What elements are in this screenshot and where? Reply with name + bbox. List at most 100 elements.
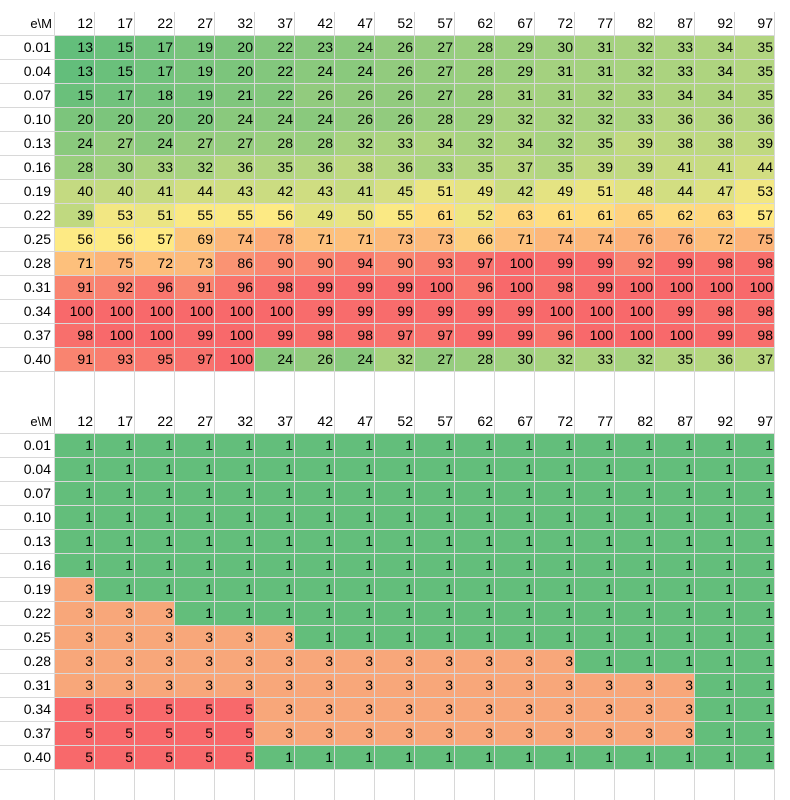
heatmap-cell: 1	[215, 506, 255, 530]
heatmap-cell: 90	[375, 252, 415, 276]
heatmap-cell: 27	[415, 36, 455, 60]
heatmap-cell: 51	[415, 180, 455, 204]
heatmap-cell: 97	[175, 348, 215, 372]
column-header: 97	[735, 12, 775, 36]
heatmap-cell: 3	[655, 698, 695, 722]
heatmap-cell: 75	[95, 252, 135, 276]
heatmap-cell: 40	[55, 180, 95, 204]
row-header: 0.01	[0, 36, 55, 60]
column-header: 22	[135, 12, 175, 36]
heatmap-cell: 69	[175, 228, 215, 252]
heatmap-cell: 100	[215, 300, 255, 324]
heatmap-cell: 1	[215, 482, 255, 506]
heatmap-cell: 33	[575, 348, 615, 372]
heatmap-cell: 76	[615, 228, 655, 252]
heatmap-cell: 75	[735, 228, 775, 252]
heatmap-cell: 3	[55, 650, 95, 674]
heatmap-cell: 1	[695, 674, 735, 698]
heatmap-cell: 55	[375, 204, 415, 228]
heatmap-cell: 3	[615, 722, 655, 746]
heatmap-cell: 1	[615, 434, 655, 458]
heatmap-cell: 27	[215, 132, 255, 156]
heatmap-cell: 1	[335, 530, 375, 554]
heatmap-cell: 3	[335, 650, 375, 674]
heatmap-cell: 3	[615, 674, 655, 698]
heatmap-cell: 100	[735, 276, 775, 300]
heatmap-cell: 5	[215, 746, 255, 770]
heatmap-cell: 1	[415, 554, 455, 578]
heatmap-cell: 3	[535, 698, 575, 722]
heatmap-cell: 1	[455, 506, 495, 530]
heatmap-cell: 32	[535, 348, 575, 372]
heatmap-cell: 1	[735, 650, 775, 674]
heatmap-cell: 13	[55, 36, 95, 60]
heatmap-cell: 24	[335, 60, 375, 84]
heatmap-cell: 1	[375, 602, 415, 626]
heatmap-cell: 1	[575, 554, 615, 578]
heatmap-cell: 32	[335, 132, 375, 156]
heatmap-cell: 29	[495, 36, 535, 60]
heatmap-cell: 1	[655, 626, 695, 650]
heatmap-cell: 42	[255, 180, 295, 204]
heatmap-cell: 1	[655, 746, 695, 770]
heatmap-cell: 31	[575, 60, 615, 84]
heatmap-cell: 42	[495, 180, 535, 204]
heatmap-cell: 32	[495, 108, 535, 132]
row-header: 0.13	[0, 132, 55, 156]
heatmap-cell: 51	[135, 204, 175, 228]
heatmap-cell: 1	[655, 458, 695, 482]
heatmap-cell: 1	[255, 602, 295, 626]
heatmap-cell: 3	[495, 698, 535, 722]
heatmap-cell: 56	[95, 228, 135, 252]
heatmap-cell: 3	[535, 674, 575, 698]
heatmap-cell: 15	[95, 36, 135, 60]
column-header: 62	[455, 410, 495, 434]
column-header: 57	[415, 410, 455, 434]
heatmap-cell: 1	[175, 506, 215, 530]
heatmap-cell: 33	[655, 36, 695, 60]
heatmap-cell: 73	[375, 228, 415, 252]
heatmap-cell: 1	[295, 602, 335, 626]
heatmap-cell: 99	[375, 276, 415, 300]
heatmap-cell: 1	[535, 554, 575, 578]
heatmap-cell: 52	[455, 204, 495, 228]
heatmap-cell: 1	[695, 626, 735, 650]
heatmap-cell: 1	[615, 506, 655, 530]
heatmap-cell: 1	[415, 458, 455, 482]
heatmap-cell: 72	[695, 228, 735, 252]
heatmap-cell: 17	[95, 84, 135, 108]
row-header: 0.31	[0, 276, 55, 300]
heatmap-cell: 1	[615, 746, 655, 770]
heatmap-cell: 41	[335, 180, 375, 204]
heatmap-cell: 1	[575, 506, 615, 530]
heatmap-cell: 100	[55, 300, 95, 324]
heatmap-cell: 49	[295, 204, 335, 228]
heatmap-cell: 31	[535, 60, 575, 84]
column-header: 77	[575, 410, 615, 434]
heatmap-cell: 1	[455, 626, 495, 650]
heatmap-cell: 1	[295, 746, 335, 770]
heatmap-cell: 55	[175, 204, 215, 228]
heatmap-cell: 30	[495, 348, 535, 372]
heatmap-cell: 3	[55, 602, 95, 626]
heatmap-cell: 22	[255, 36, 295, 60]
heatmap-cell: 24	[295, 60, 335, 84]
heatmap-cell: 34	[495, 132, 535, 156]
heatmap-cell: 1	[175, 530, 215, 554]
heatmap-cell: 26	[375, 36, 415, 60]
heatmap-cell: 1	[735, 458, 775, 482]
heatmap-cell: 53	[735, 180, 775, 204]
heatmap-cell: 1	[615, 626, 655, 650]
heatmap-cell: 3	[535, 722, 575, 746]
heatmap-cell: 100	[175, 300, 215, 324]
heatmap-cell: 21	[215, 84, 255, 108]
heatmap-cell: 1	[295, 578, 335, 602]
heatmap-cell: 28	[455, 36, 495, 60]
column-header: 52	[375, 410, 415, 434]
heatmap-cell: 34	[695, 84, 735, 108]
heatmap-cell: 1	[255, 530, 295, 554]
heatmap-cell: 1	[655, 554, 695, 578]
heatmap-cell: 100	[215, 348, 255, 372]
heatmap-cell: 24	[55, 132, 95, 156]
heatmap-cell: 1	[215, 458, 255, 482]
